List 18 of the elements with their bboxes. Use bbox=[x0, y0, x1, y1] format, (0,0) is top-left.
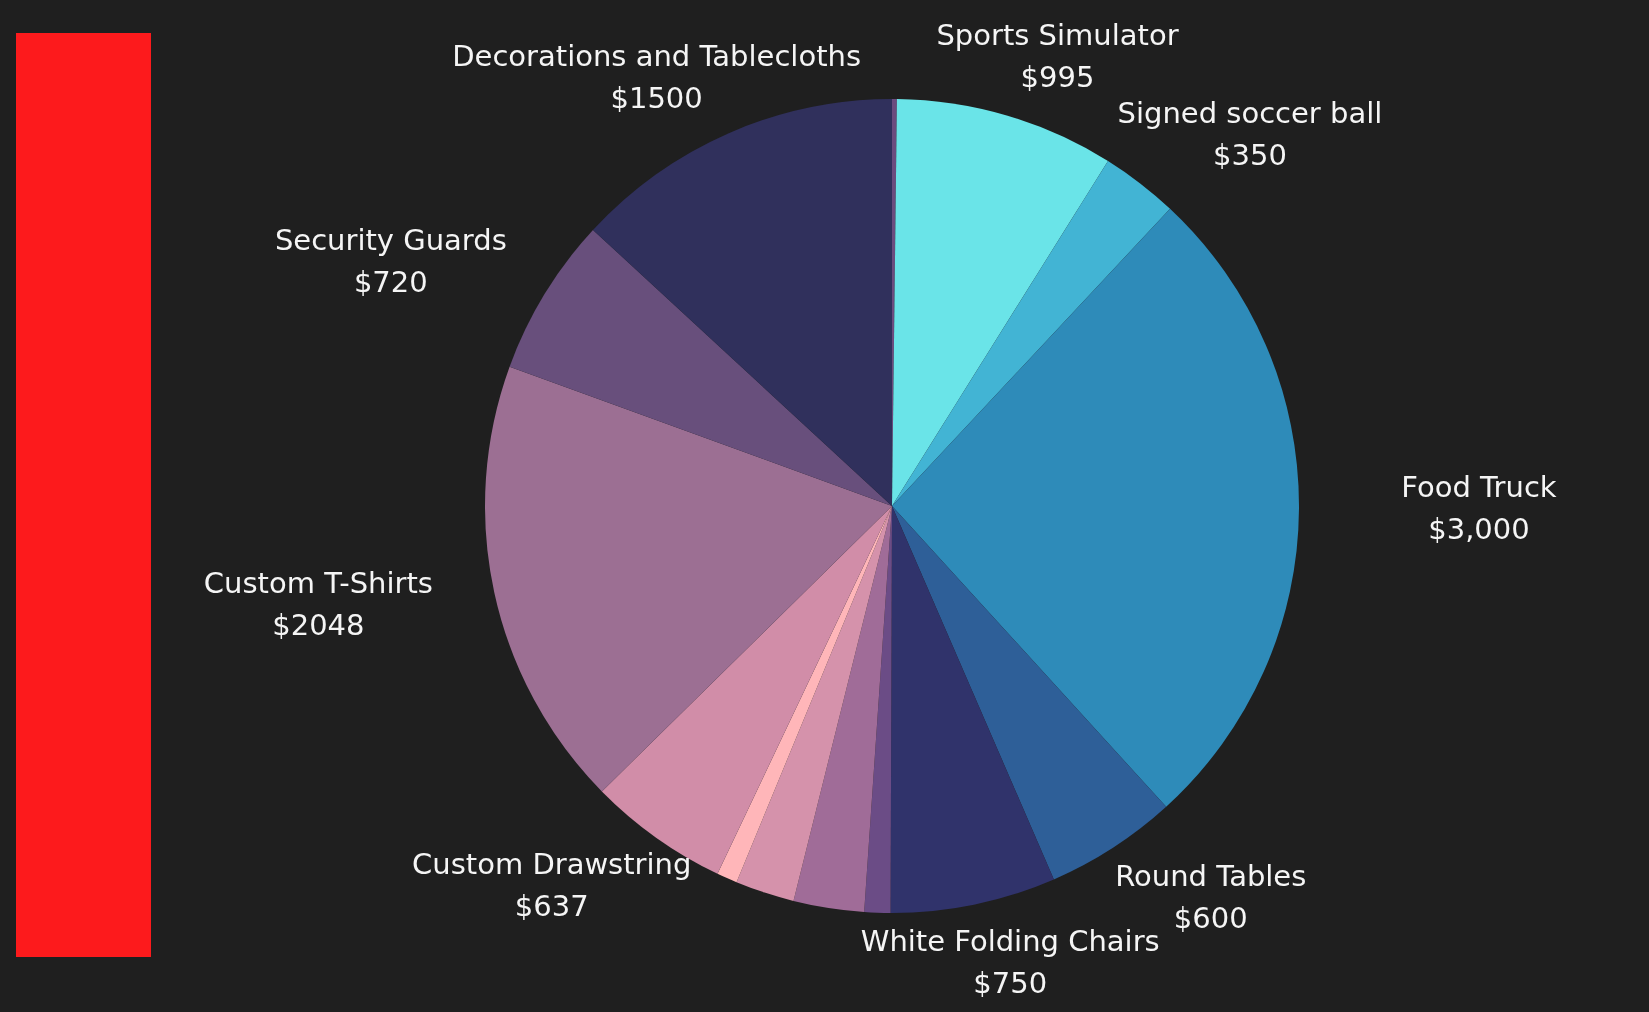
data-label: $3,000 bbox=[1428, 511, 1530, 546]
data-label: $720 bbox=[353, 265, 428, 300]
data-label: $637 bbox=[514, 889, 589, 924]
data-label: $2048 bbox=[272, 607, 365, 642]
slice-label: Custom Drawstring bbox=[412, 847, 692, 882]
data-label: $750 bbox=[973, 965, 1048, 1000]
slice-label: Decorations and Tablecloths bbox=[452, 38, 862, 73]
data-label: $995 bbox=[1020, 60, 1095, 95]
slice-label: Signed soccer ball bbox=[1117, 96, 1383, 131]
data-label: $600 bbox=[1173, 900, 1248, 935]
slice-label: Custom T-Shirts bbox=[203, 565, 433, 600]
slice-label: Security Guards bbox=[274, 223, 507, 258]
slice-label: Food Truck bbox=[1401, 469, 1557, 504]
slice-label: Sports Simulator bbox=[936, 18, 1179, 53]
slice-label: Round Tables bbox=[1115, 858, 1307, 893]
data-label: $1500 bbox=[610, 80, 703, 115]
data-label: $350 bbox=[1213, 138, 1287, 173]
slice-label: White Folding Chairs bbox=[860, 923, 1160, 958]
